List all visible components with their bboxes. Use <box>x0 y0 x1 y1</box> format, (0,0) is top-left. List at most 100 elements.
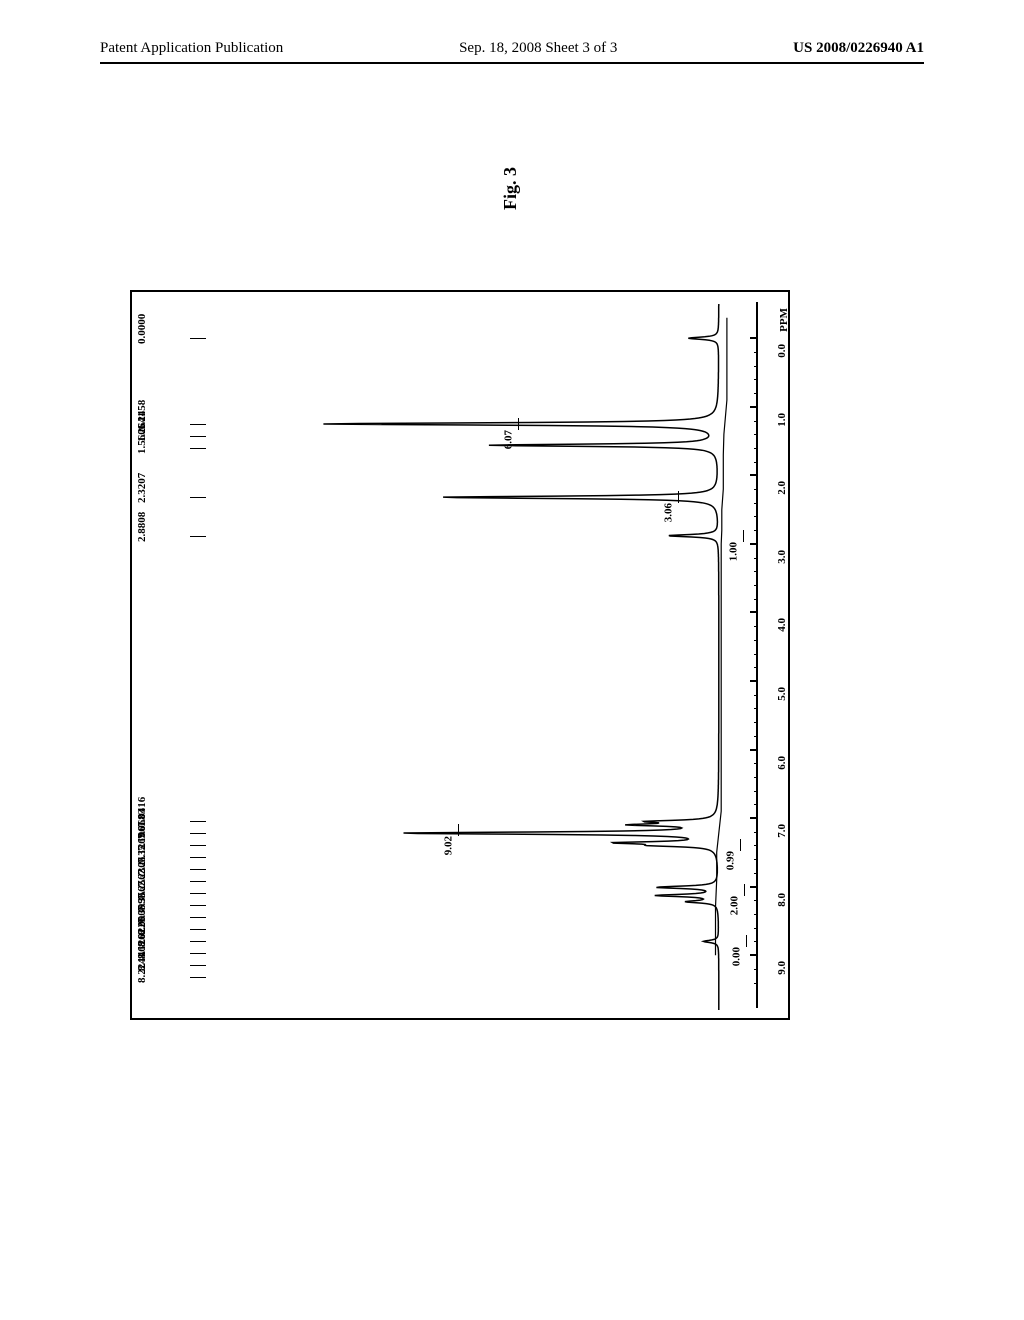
axis-minor-tick <box>754 818 758 819</box>
axis-minor-tick <box>754 599 758 600</box>
figure-label: Fig. 3 <box>500 167 521 210</box>
integral-label: 2.00 <box>728 896 740 915</box>
peak-connector <box>190 941 206 942</box>
peak-connector <box>190 869 206 870</box>
integral-mark <box>740 839 741 851</box>
page-header: Patent Application Publication Sep. 18, … <box>0 40 1024 57</box>
axis-minor-tick <box>754 777 758 778</box>
axis-tick-label: 1.0 <box>776 413 788 427</box>
peak-connector <box>190 436 206 437</box>
ppm-axis: PPM 0.0 1.0 2.0 3.0 4.0 5.0 6.0 7.0 8.0 9.0 <box>740 292 788 1018</box>
peak-connector <box>190 821 206 822</box>
integral-mark <box>743 530 744 542</box>
axis-minor-tick <box>754 750 758 751</box>
axis-minor-tick <box>754 763 758 764</box>
axis-minor-tick <box>754 791 758 792</box>
axis-minor-tick <box>754 640 758 641</box>
spectrum-trace <box>132 292 792 1022</box>
axis-tick-label: 2.0 <box>776 481 788 495</box>
axis-minor-tick <box>754 873 758 874</box>
peak-label: 0.0000 <box>136 314 148 344</box>
axis-line <box>756 302 758 1008</box>
axis-minor-tick <box>754 366 758 367</box>
axis-minor-tick <box>754 421 758 422</box>
axis-minor-tick <box>754 379 758 380</box>
axis-minor-tick <box>754 475 758 476</box>
header-center: Sep. 18, 2008 Sheet 3 of 3 <box>459 40 617 57</box>
axis-tick-label: 8.0 <box>776 893 788 907</box>
axis-tick-label: 0.0 <box>776 344 788 358</box>
peak-connector <box>190 424 206 425</box>
peak-connector <box>190 881 206 882</box>
axis-minor-tick <box>754 667 758 668</box>
peak-label: 1.5606 <box>136 423 148 453</box>
axis-minor-tick <box>754 804 758 805</box>
integral-mark <box>744 884 745 896</box>
axis-minor-tick <box>754 681 758 682</box>
axis-minor-tick <box>754 352 758 353</box>
axis-minor-tick <box>754 530 758 531</box>
axis-minor-tick <box>754 914 758 915</box>
axis-minor-tick <box>754 516 758 517</box>
peak-connector <box>190 977 206 978</box>
peak-label: 2.8808 <box>136 511 148 541</box>
axis-unit: PPM <box>778 308 790 332</box>
axis-minor-tick <box>754 722 758 723</box>
peak-connector <box>190 965 206 966</box>
nmr-spectrum: PPM 0.0 1.0 2.0 3.0 4.0 5.0 6.0 7.0 8.0 9.0 0.000… <box>130 290 790 1020</box>
axis-tick-label: 4.0 <box>776 618 788 632</box>
header-left: Patent Application Publication <box>100 40 283 57</box>
axis-minor-tick <box>754 736 758 737</box>
axis-tick-label: 6.0 <box>776 756 788 770</box>
peak-connector <box>190 893 206 894</box>
axis-minor-tick <box>754 407 758 408</box>
axis-minor-tick <box>754 941 758 942</box>
peak-connector <box>190 536 206 537</box>
axis-minor-tick <box>754 695 758 696</box>
axis-minor-tick <box>754 900 758 901</box>
peak-connector <box>190 953 206 954</box>
axis-minor-tick <box>754 859 758 860</box>
axis-minor-tick <box>754 612 758 613</box>
axis-minor-tick <box>754 393 758 394</box>
axis-tick-label: 7.0 <box>776 824 788 838</box>
axis-minor-tick <box>754 489 758 490</box>
axis-minor-tick <box>754 338 758 339</box>
integral-label: 9.02 <box>442 836 454 855</box>
peak-label: 8.2241 <box>136 953 148 983</box>
peak-connector <box>190 905 206 906</box>
axis-minor-tick <box>754 832 758 833</box>
peak-connector <box>190 497 206 498</box>
peak-connector <box>190 833 206 834</box>
integral-mark <box>678 491 679 503</box>
axis-minor-tick <box>754 558 758 559</box>
axis-minor-tick <box>754 503 758 504</box>
axis-minor-tick <box>754 585 758 586</box>
axis-minor-tick <box>754 845 758 846</box>
axis-minor-tick <box>754 928 758 929</box>
axis-minor-tick <box>754 462 758 463</box>
integral-label: 1.00 <box>727 542 739 561</box>
axis-minor-tick <box>754 983 758 984</box>
axis-tick-label: 3.0 <box>776 550 788 564</box>
axis-minor-tick <box>754 654 758 655</box>
integral-label: 6.07 <box>502 430 514 449</box>
integral-label: 3.06 <box>662 503 674 522</box>
integral-label: 0.99 <box>724 851 736 870</box>
peak-connector <box>190 448 206 449</box>
peak-label: 2.3207 <box>136 473 148 503</box>
axis-tick-label: 5.0 <box>776 687 788 701</box>
integral-mark <box>746 935 747 947</box>
axis-minor-tick <box>754 434 758 435</box>
header-rule <box>100 62 924 64</box>
axis-minor-tick <box>754 969 758 970</box>
axis-minor-tick <box>754 708 758 709</box>
peak-connector <box>190 857 206 858</box>
spectrum-path <box>323 304 718 1010</box>
header-right: US 2008/0226940 A1 <box>793 40 924 57</box>
peak-connector <box>190 929 206 930</box>
axis-minor-tick <box>754 955 758 956</box>
axis-minor-tick <box>754 626 758 627</box>
axis-tick-label: 9.0 <box>776 961 788 975</box>
axis-minor-tick <box>754 571 758 572</box>
